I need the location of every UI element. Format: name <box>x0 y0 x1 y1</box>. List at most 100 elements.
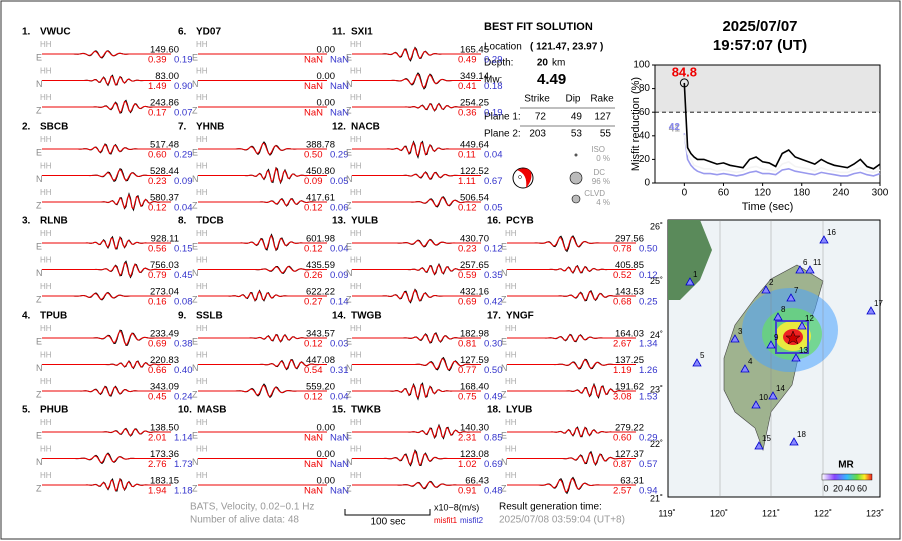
amplitude: 601.98 <box>306 234 335 245</box>
mw: 4.49 <box>537 71 566 88</box>
channel: HH <box>350 93 362 102</box>
lon-tick-label: 122˚ <box>814 508 832 518</box>
station-marker <box>730 334 740 343</box>
component: N <box>192 457 199 467</box>
misfit2: 0.09 <box>330 270 349 281</box>
misfit2: 0.18 <box>484 81 503 92</box>
component: Z <box>192 105 198 115</box>
misfit2: 0.35 <box>484 270 503 281</box>
station-name: MASB <box>197 405 226 416</box>
synthetic-trace <box>42 292 171 300</box>
date: 2025/07/07 <box>722 18 797 35</box>
misfit2: NaN <box>330 108 349 119</box>
component: Z <box>192 483 198 493</box>
station-marker <box>819 235 829 244</box>
misfit2: 0.08 <box>174 297 193 308</box>
y-tick-label: 20 <box>639 154 651 165</box>
channel: HH <box>40 229 52 238</box>
station-number: 15. <box>332 405 346 416</box>
amplitude: 140.30 <box>460 423 489 434</box>
component-name: ISO <box>591 145 605 154</box>
channel: HH <box>350 135 362 144</box>
misfit1: 3.08 <box>613 392 632 403</box>
misfit2: 0.90 <box>174 81 193 92</box>
misfit1: 0.77 <box>458 365 477 376</box>
scale-bar <box>344 509 431 516</box>
channel: HH <box>196 324 208 333</box>
amplitude: 343.09 <box>150 382 179 393</box>
amplitude: 168.40 <box>460 382 489 393</box>
misfit2-key: misfit2 <box>460 516 484 525</box>
component-percent: 0 % <box>596 154 610 163</box>
plane-value: 53 <box>571 129 583 140</box>
threshold-band <box>655 65 880 113</box>
component: Z <box>346 200 352 210</box>
synthetic-trace <box>352 450 481 466</box>
amplitude: 528.44 <box>150 166 179 177</box>
misfit1: 0.91 <box>458 486 477 497</box>
plane-value: 49 <box>571 112 583 123</box>
misfit2: NaN <box>330 433 349 444</box>
channel: HH <box>196 188 208 197</box>
y-tick-label: 60 <box>639 107 651 118</box>
misfit2: 0.05 <box>484 203 503 214</box>
amplitude: 343.57 <box>306 329 335 340</box>
amplitude: 0.00 <box>317 449 336 460</box>
misfit1: 0.12 <box>148 203 167 214</box>
misfit1: 2.76 <box>148 459 167 470</box>
amplitude: 388.78 <box>306 140 335 151</box>
misfit2: 0.14 <box>330 297 349 308</box>
amplitude: 182.98 <box>460 329 489 340</box>
synthetic-trace <box>507 359 636 370</box>
x-axis-label: Time (sec) <box>742 201 794 213</box>
synthetic-trace <box>42 330 171 346</box>
station-marker <box>789 437 799 446</box>
misfit1: 0.78 <box>613 244 632 255</box>
amplitude: 138.50 <box>150 423 179 434</box>
component: Z <box>36 483 42 493</box>
misfit1: 1.19 <box>613 365 632 376</box>
misfit1: 1.94 <box>148 486 167 497</box>
synthetic-trace <box>507 452 636 465</box>
misfit2: 1.26 <box>639 365 658 376</box>
misfit1: 0.59 <box>458 270 477 281</box>
misfit2: 0.25 <box>639 297 658 308</box>
location-label: Location <box>484 42 522 53</box>
station-label: 3 <box>738 327 743 336</box>
station-number: 1. <box>22 27 31 38</box>
station-name: SXI1 <box>351 27 373 38</box>
station-label: 16 <box>827 228 836 237</box>
y-tick-label: 0 <box>644 178 650 189</box>
component-percent: 96 % <box>592 177 610 186</box>
misfit2: 0.69 <box>484 459 503 470</box>
result-label: Result generation time: <box>499 502 602 513</box>
series-line <box>683 82 881 170</box>
amplitude: 273.04 <box>150 287 179 298</box>
synthetic-trace <box>198 334 327 343</box>
amplitude: 0.00 <box>317 423 336 434</box>
amplitude: 123.08 <box>460 449 489 460</box>
amplitude: 517.48 <box>150 140 179 151</box>
misfit2: 1.14 <box>174 433 193 444</box>
plane-value: 203 <box>529 129 546 140</box>
channel: HH <box>196 93 208 102</box>
plane-label: Plane 2: <box>484 129 521 140</box>
station-name: TWGB <box>351 311 382 322</box>
misfit2: 0.07 <box>174 108 193 119</box>
channel: HH <box>196 229 208 238</box>
channel: HH <box>505 377 517 386</box>
station-marker <box>795 265 805 274</box>
channel: HH <box>350 445 362 454</box>
station-name: YNGF <box>506 311 534 322</box>
station-name: NACB <box>351 122 380 133</box>
component: E <box>192 336 198 346</box>
station-marker <box>692 358 702 367</box>
x-tick-label: 180 <box>793 188 810 199</box>
misfit1: 0.17 <box>148 108 167 119</box>
station-label: 10 <box>759 393 768 402</box>
misfit2: 0.06 <box>330 203 349 214</box>
misfit1: 0.50 <box>304 150 323 161</box>
synthetic-trace <box>352 481 481 489</box>
channel: HH <box>196 135 208 144</box>
channel: HH <box>350 67 362 76</box>
